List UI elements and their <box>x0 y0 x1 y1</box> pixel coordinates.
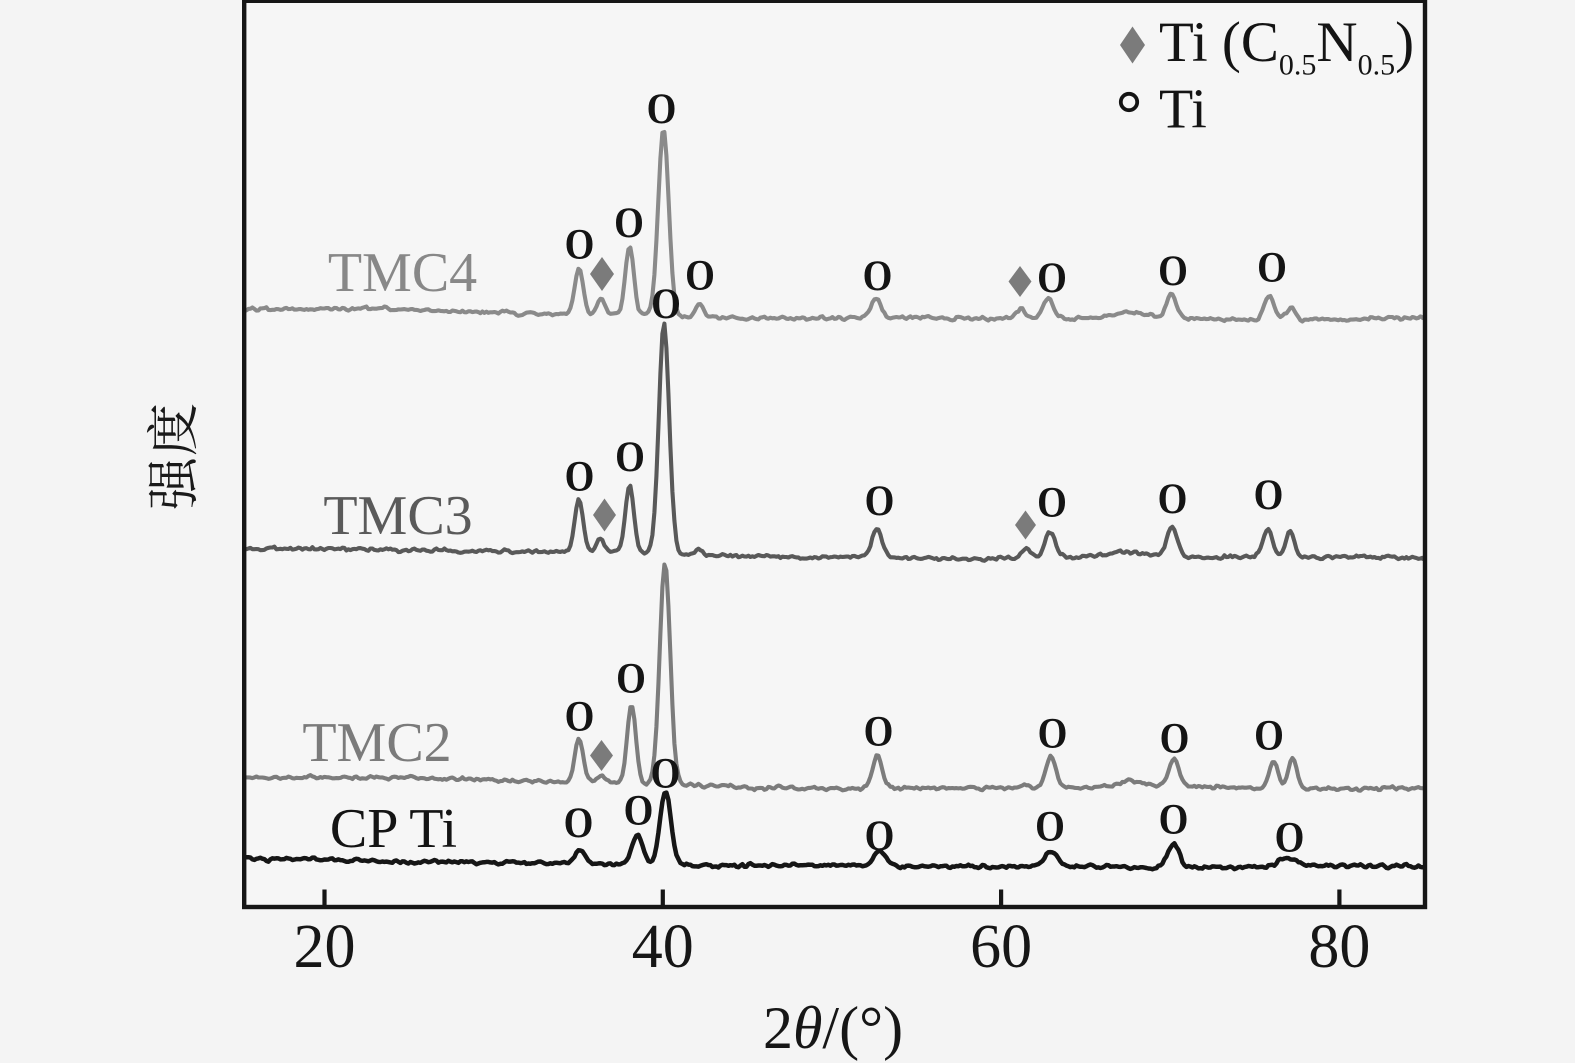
svg-text:TMC2: TMC2 <box>302 712 451 774</box>
svg-text:O: O <box>1160 714 1190 762</box>
svg-text:O: O <box>651 749 681 797</box>
svg-text:O: O <box>1037 254 1067 302</box>
svg-text:40: 40 <box>632 913 694 981</box>
svg-text:TMC4: TMC4 <box>328 242 477 304</box>
svg-text:O: O <box>647 85 677 133</box>
svg-text:O: O <box>565 692 595 740</box>
svg-text:2θ/(°): 2θ/(°) <box>763 995 903 1061</box>
svg-text:80: 80 <box>1308 913 1370 981</box>
svg-text:O: O <box>864 707 894 755</box>
svg-text:O: O <box>685 251 715 299</box>
svg-text:O: O <box>1158 247 1188 295</box>
svg-text:TMC3: TMC3 <box>323 485 472 547</box>
svg-text:O: O <box>1257 243 1287 291</box>
svg-text:O: O <box>1275 813 1305 861</box>
svg-text:O: O <box>565 220 595 268</box>
svg-text:O: O <box>1038 709 1068 757</box>
svg-text:O: O <box>1037 478 1067 526</box>
svg-text:Ti (C0.5N0.5): Ti (C0.5N0.5) <box>1159 11 1414 82</box>
svg-text:O: O <box>564 799 594 847</box>
svg-text:60: 60 <box>970 913 1032 981</box>
svg-text:O: O <box>1158 475 1188 523</box>
svg-text:O: O <box>614 199 644 247</box>
svg-text:O: O <box>1254 711 1284 759</box>
svg-text:O: O <box>865 812 895 860</box>
svg-text:O: O <box>615 433 645 481</box>
svg-text:Ti: Ti <box>1159 79 1207 141</box>
svg-text:O: O <box>1254 471 1284 519</box>
svg-text:O: O <box>1035 802 1065 850</box>
svg-text:O: O <box>565 452 595 500</box>
svg-text:O: O <box>624 786 654 834</box>
svg-text:20: 20 <box>294 913 356 981</box>
svg-text:O: O <box>1159 795 1189 843</box>
svg-text:O: O <box>616 654 646 702</box>
svg-text:O: O <box>651 280 681 328</box>
svg-text:CP Ti: CP Ti <box>330 798 457 860</box>
svg-text:O: O <box>865 477 895 525</box>
svg-text:O: O <box>863 252 893 300</box>
